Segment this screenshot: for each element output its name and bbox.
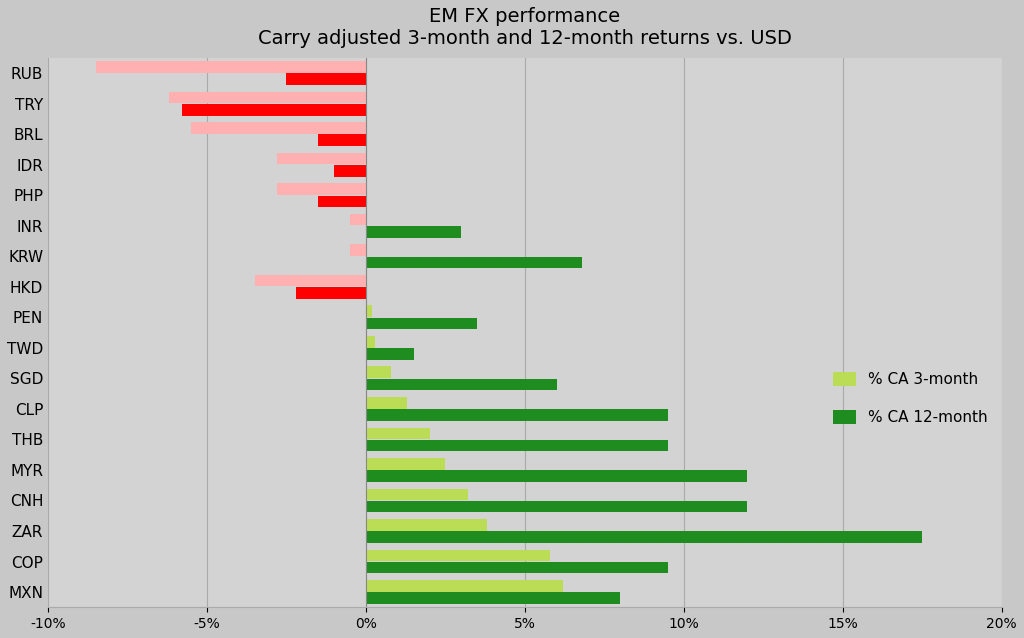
Bar	[366, 458, 445, 470]
Bar	[366, 519, 486, 531]
Bar	[366, 409, 668, 421]
Bar	[366, 562, 668, 574]
Bar	[255, 275, 366, 286]
Bar	[366, 366, 391, 378]
Bar	[366, 226, 462, 237]
Bar	[296, 287, 366, 299]
Bar	[287, 73, 366, 85]
Bar	[366, 592, 621, 604]
Bar	[366, 318, 477, 329]
Bar	[366, 256, 582, 268]
Bar	[366, 336, 376, 348]
Bar	[276, 152, 366, 165]
Bar	[191, 122, 366, 134]
Bar	[350, 244, 366, 256]
Bar	[318, 135, 366, 146]
Bar	[366, 397, 408, 408]
Bar	[350, 214, 366, 225]
Bar	[366, 306, 373, 317]
Bar	[366, 348, 414, 360]
Bar	[95, 61, 366, 73]
Title: EM FX performance
Carry adjusted 3-month and 12-month returns vs. USD: EM FX performance Carry adjusted 3-month…	[258, 7, 792, 48]
Bar	[366, 440, 668, 451]
Legend: % CA 3-month, % CA 12-month: % CA 3-month, % CA 12-month	[827, 366, 994, 431]
Bar	[366, 379, 557, 390]
Bar	[366, 501, 748, 512]
Bar	[169, 92, 366, 103]
Bar	[366, 489, 468, 500]
Bar	[366, 531, 923, 543]
Bar	[318, 195, 366, 207]
Bar	[366, 427, 429, 439]
Bar	[276, 183, 366, 195]
Bar	[334, 165, 366, 177]
Bar	[181, 104, 366, 115]
Bar	[366, 549, 550, 561]
Bar	[366, 470, 748, 482]
Bar	[366, 580, 563, 592]
